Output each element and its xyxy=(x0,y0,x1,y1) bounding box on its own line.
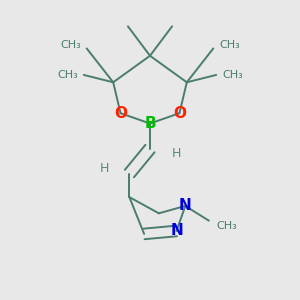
Text: CH₃: CH₃ xyxy=(60,40,81,50)
Text: H: H xyxy=(100,162,109,175)
Text: N: N xyxy=(179,198,192,213)
Text: CH₃: CH₃ xyxy=(216,221,237,231)
Text: H: H xyxy=(172,147,181,160)
Text: CH₃: CH₃ xyxy=(219,40,240,50)
Text: CH₃: CH₃ xyxy=(222,70,243,80)
Text: O: O xyxy=(173,106,186,121)
Text: N: N xyxy=(170,224,183,238)
Text: CH₃: CH₃ xyxy=(57,70,78,80)
Text: O: O xyxy=(114,106,127,121)
Text: B: B xyxy=(144,116,156,131)
